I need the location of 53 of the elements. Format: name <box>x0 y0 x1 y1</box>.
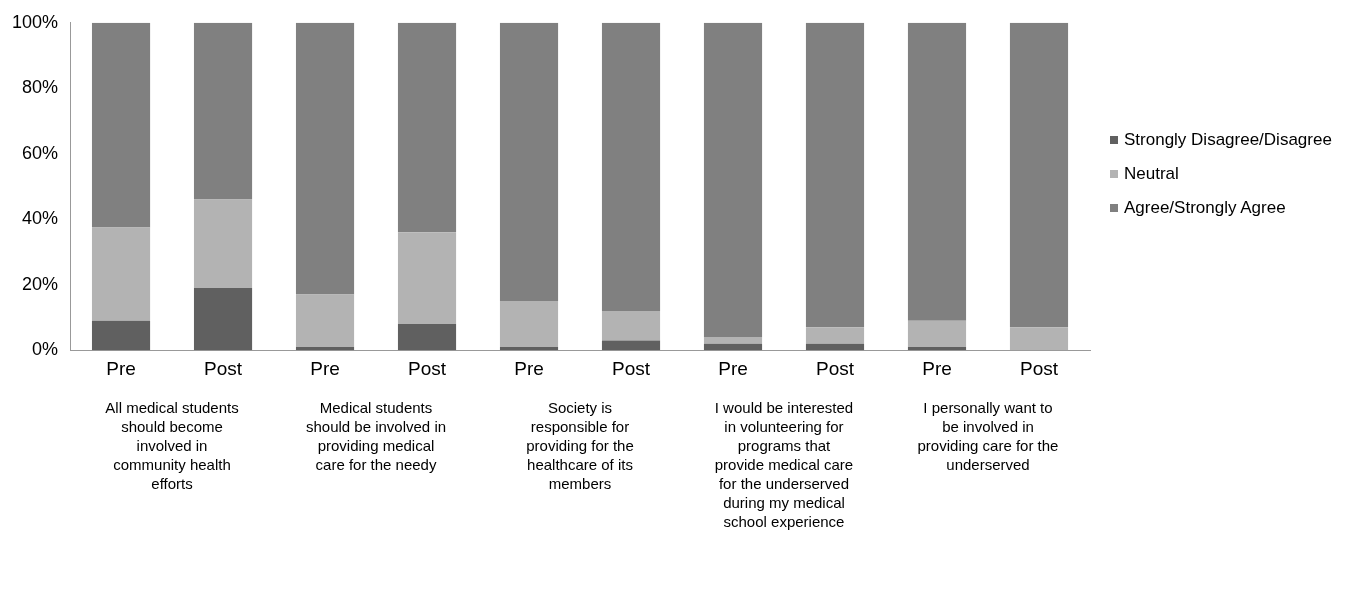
bar <box>397 324 457 351</box>
bar <box>601 340 661 351</box>
bar <box>499 301 559 347</box>
bar <box>499 346 559 351</box>
x-tick-label: Pre <box>922 357 952 379</box>
text: Medical students should be involved in providing medical care for the needy <box>305 398 447 475</box>
bar <box>1009 327 1069 351</box>
y-tick-label: 0% <box>32 339 59 360</box>
x-tick-label: Pre <box>310 357 340 379</box>
y-tick-label: 100% <box>11 11 59 32</box>
text: Society is responsible for providing for the healthcare of its members <box>525 398 635 494</box>
x-tick-label: Post <box>815 357 855 379</box>
bar <box>91 227 151 321</box>
bar <box>91 320 151 351</box>
y-tick-label: 80% <box>22 77 59 98</box>
y-tick-label: 40% <box>22 208 59 229</box>
x-tick-label: Pre <box>718 357 748 379</box>
legend-label: Agree/Strongly Agree <box>1124 198 1286 218</box>
y-tick-label: 20% <box>22 273 59 294</box>
bar <box>805 22 865 328</box>
bar <box>805 343 865 351</box>
bar <box>703 343 763 351</box>
bar <box>601 310 661 341</box>
x-tick-label: Post <box>204 357 243 379</box>
bar <box>193 199 253 288</box>
bar <box>499 22 559 302</box>
x-tick-label: Post <box>408 357 447 379</box>
bar <box>601 22 661 311</box>
bar <box>907 22 967 321</box>
x-tick-label: Pre <box>106 357 136 379</box>
text: I would be interested in volunteering for programs that provide medical care for the underserved during my medical school experience <box>713 398 855 532</box>
bar <box>91 22 151 228</box>
bar <box>397 232 457 325</box>
text: I personally want to be involved in providing care for the underserved <box>917 398 1059 475</box>
bar <box>295 346 355 351</box>
bar <box>703 337 763 344</box>
bar <box>907 346 967 351</box>
bar <box>193 22 253 200</box>
bar <box>397 22 457 233</box>
y-tick-label: 60% <box>22 142 59 163</box>
x-tick-label: Pre <box>514 357 544 379</box>
bar <box>805 327 865 344</box>
bar <box>1009 22 1069 328</box>
bar <box>193 287 253 351</box>
bar <box>295 22 355 295</box>
text: All medical students should become involved in community health efforts <box>104 398 240 494</box>
x-tick-label: Post <box>612 357 651 379</box>
bar <box>703 22 763 338</box>
legend-label: Neutral <box>1124 164 1179 184</box>
bar <box>907 320 967 347</box>
legend-label: Strongly Disagree/Disagree <box>1124 130 1332 150</box>
bar <box>295 294 355 347</box>
x-tick-label: Post <box>1019 357 1059 379</box>
